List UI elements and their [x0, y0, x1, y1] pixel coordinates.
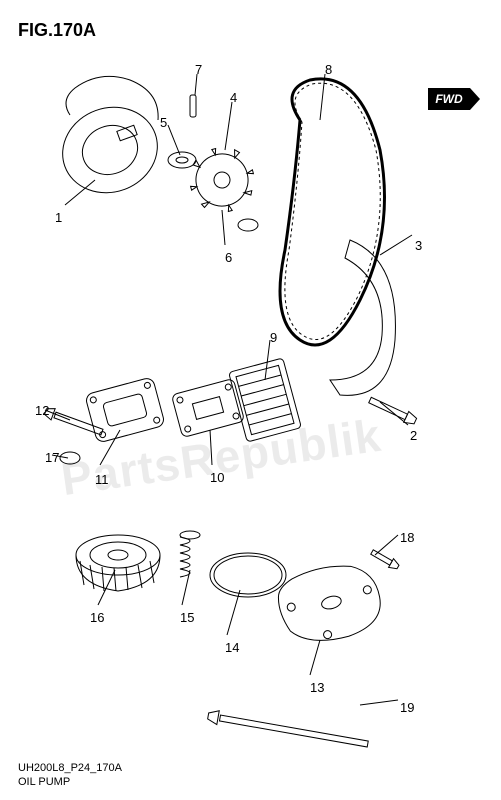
callout-14: 14 [225, 640, 239, 655]
callout-17: 17 [45, 450, 59, 465]
callout-10: 10 [210, 470, 224, 485]
callout-13: 13 [310, 680, 324, 695]
callout-1: 1 [55, 210, 62, 225]
callout-4: 4 [230, 90, 237, 105]
callout-8: 8 [325, 62, 332, 77]
callout-7: 7 [195, 62, 202, 77]
footer-name: OIL PUMP [18, 776, 70, 788]
callout-12: 12 [35, 403, 49, 418]
callout-3: 3 [415, 238, 422, 253]
callout-6: 6 [225, 250, 232, 265]
callout-2: 2 [410, 428, 417, 443]
callout-5: 5 [160, 115, 167, 130]
callout-18: 18 [400, 530, 414, 545]
callout-9: 9 [270, 330, 277, 345]
callout-16: 16 [90, 610, 104, 625]
callout-19: 19 [400, 700, 414, 715]
callout-15: 15 [180, 610, 194, 625]
callout-11: 11 [95, 472, 109, 487]
footer-code: UH200L8_P24_170A [18, 762, 122, 774]
exploded-diagram [0, 0, 501, 800]
